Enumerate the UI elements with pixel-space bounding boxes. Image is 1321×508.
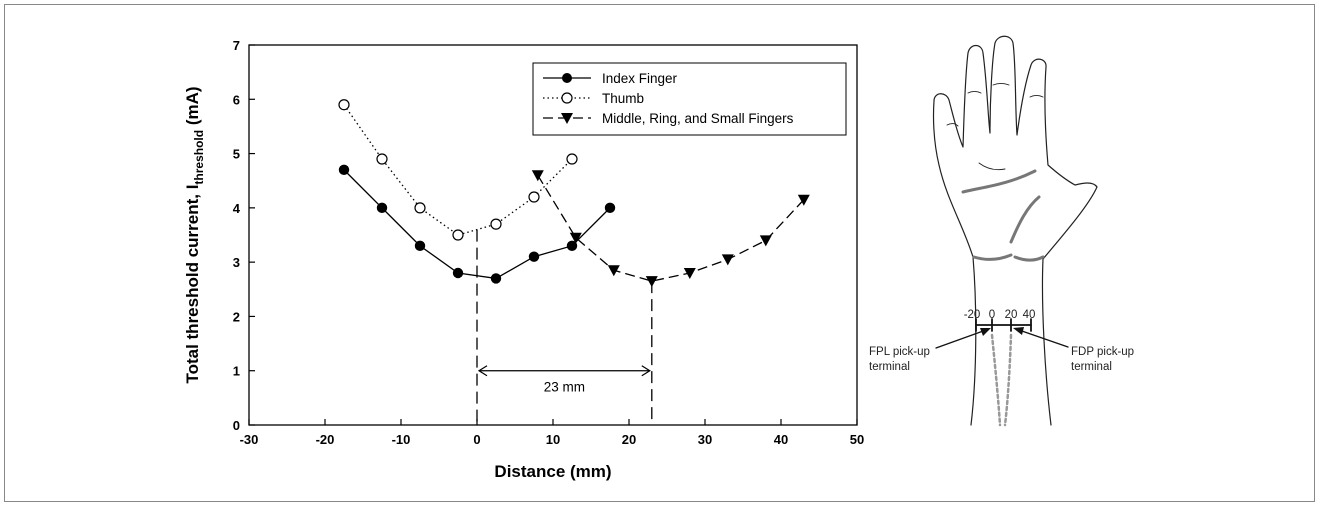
scale-label-0: 0 xyxy=(989,309,995,321)
hand-labels: -20 0 20 40 FPL pick-up terminal FDP pic… xyxy=(869,309,1134,373)
threshold-chart: -30 -20 -10 0 10 20 30 40 50 0 1 2 3 4 5 6 7 Distance (… xyxy=(183,38,864,481)
legend-label-thumb: Thumb xyxy=(602,91,644,106)
legend-marker-thumb xyxy=(561,92,573,104)
finger-crease-2 xyxy=(967,91,982,94)
data-point xyxy=(566,240,578,252)
x-tick-label: 40 xyxy=(774,432,788,447)
hand-outline xyxy=(932,35,1098,426)
wrist-crease-2 xyxy=(1013,255,1045,262)
palm-crease-2 xyxy=(1009,195,1041,244)
fpl-label-line2: terminal xyxy=(869,361,910,373)
y-tick-label: 1 xyxy=(233,364,240,379)
fdp-arrow xyxy=(1018,329,1069,348)
fpl-label-line1: FPL pick-up xyxy=(869,346,930,358)
span-label: 23 mm xyxy=(544,380,585,395)
y-tick-label: 2 xyxy=(233,309,240,324)
fdp-label-line2: terminal xyxy=(1071,361,1112,373)
data-point xyxy=(721,254,734,266)
legend-box xyxy=(532,62,847,136)
legend-label-middle: Middle, Ring, and Small Fingers xyxy=(602,111,794,126)
series-line xyxy=(343,169,611,280)
data-point xyxy=(452,229,464,241)
wrist-crease-1 xyxy=(972,253,1013,261)
x-tick-label: 0 xyxy=(473,432,480,447)
legend-entry-middle: Middle, Ring, and Small Fingers xyxy=(543,111,794,126)
data-point xyxy=(607,265,620,277)
annotation-layer: 23 mm xyxy=(476,229,653,425)
data-point xyxy=(338,99,350,111)
legend-marker-middle xyxy=(561,113,573,124)
x-tick-label: -10 xyxy=(392,432,411,447)
data-point xyxy=(376,153,388,165)
data-point xyxy=(414,202,426,214)
x-tick-label: -20 xyxy=(316,432,335,447)
y-tick-label: 4 xyxy=(233,201,241,216)
legend-entry-thumb: Thumb xyxy=(543,91,644,106)
hand-illustration xyxy=(932,35,1098,427)
y-axis-ticks: 0 1 2 3 4 5 6 7 xyxy=(233,38,255,433)
legend: Index Finger Thumb Middle, Ring, and Sma… xyxy=(532,62,847,136)
finger-crease-1 xyxy=(946,123,959,127)
data-point xyxy=(759,235,772,247)
scale-label-neg20: -20 xyxy=(964,309,981,321)
fpl-electrode-trace xyxy=(990,333,1002,427)
x-axis-label: Distance (mm) xyxy=(494,462,611,481)
fpl-arrow xyxy=(935,329,987,349)
x-tick-label: 30 xyxy=(698,432,712,447)
data-point xyxy=(528,251,540,262)
data-point xyxy=(452,267,464,279)
x-axis-ticks: -30 -20 -10 0 10 20 30 40 50 xyxy=(240,419,864,447)
y-axis-label: Total threshold current, Ithreshold (mA) xyxy=(183,86,206,383)
data-point xyxy=(797,194,810,206)
y-axis-label-main: Total threshold current, I xyxy=(183,185,202,384)
span-arrowhead-right xyxy=(641,365,651,377)
palm-crease-3 xyxy=(978,162,1006,171)
x-tick-label: 20 xyxy=(622,432,636,447)
finger-crease-3 xyxy=(992,83,1010,86)
data-point xyxy=(604,202,616,214)
x-tick-label: -30 xyxy=(240,432,259,447)
fdp-label-line1: FDP pick-up xyxy=(1071,346,1134,358)
series-line xyxy=(537,174,805,282)
data-point xyxy=(338,164,350,176)
x-tick-label: 10 xyxy=(546,432,560,447)
data-point xyxy=(376,202,388,214)
y-axis-label-unit: (mA) xyxy=(183,86,202,129)
fdp-electrode-trace xyxy=(1003,333,1013,427)
data-point xyxy=(566,153,578,165)
y-axis-label-subscript: threshold xyxy=(192,130,206,185)
data-point xyxy=(490,273,502,284)
series-1 xyxy=(338,99,578,241)
legend-label-index: Index Finger xyxy=(602,71,678,86)
series-2 xyxy=(531,170,810,288)
y-tick-label: 6 xyxy=(233,92,240,107)
fdp-arrowhead xyxy=(1013,327,1024,335)
scale-label-40: 40 xyxy=(1023,309,1036,321)
x-tick-label: 50 xyxy=(850,432,864,447)
legend-entry-index: Index Finger xyxy=(543,71,678,86)
y-tick-label: 5 xyxy=(233,147,240,162)
palm-crease-1 xyxy=(961,169,1037,194)
y-tick-label: 3 xyxy=(233,255,240,270)
data-point xyxy=(528,191,540,203)
data-point xyxy=(683,268,696,279)
y-tick-label: 0 xyxy=(233,418,240,433)
series-layer xyxy=(338,99,810,288)
legend-marker-index xyxy=(562,73,572,83)
scale-label-20: 20 xyxy=(1005,309,1018,321)
data-point xyxy=(569,232,582,244)
figure-canvas: -30 -20 -10 0 10 20 30 40 50 0 1 2 3 4 5 6 7 Distance (… xyxy=(183,35,1134,481)
fpl-arrowhead xyxy=(980,328,991,336)
finger-crease-4 xyxy=(1029,95,1044,98)
data-point xyxy=(531,170,544,182)
data-point xyxy=(490,218,502,230)
data-point xyxy=(414,240,426,252)
figure-frame: -30 -20 -10 0 10 20 30 40 50 0 1 2 3 4 5 6 7 Distance (… xyxy=(4,4,1315,502)
span-arrowhead-left xyxy=(477,365,488,377)
y-tick-label: 7 xyxy=(233,38,240,53)
